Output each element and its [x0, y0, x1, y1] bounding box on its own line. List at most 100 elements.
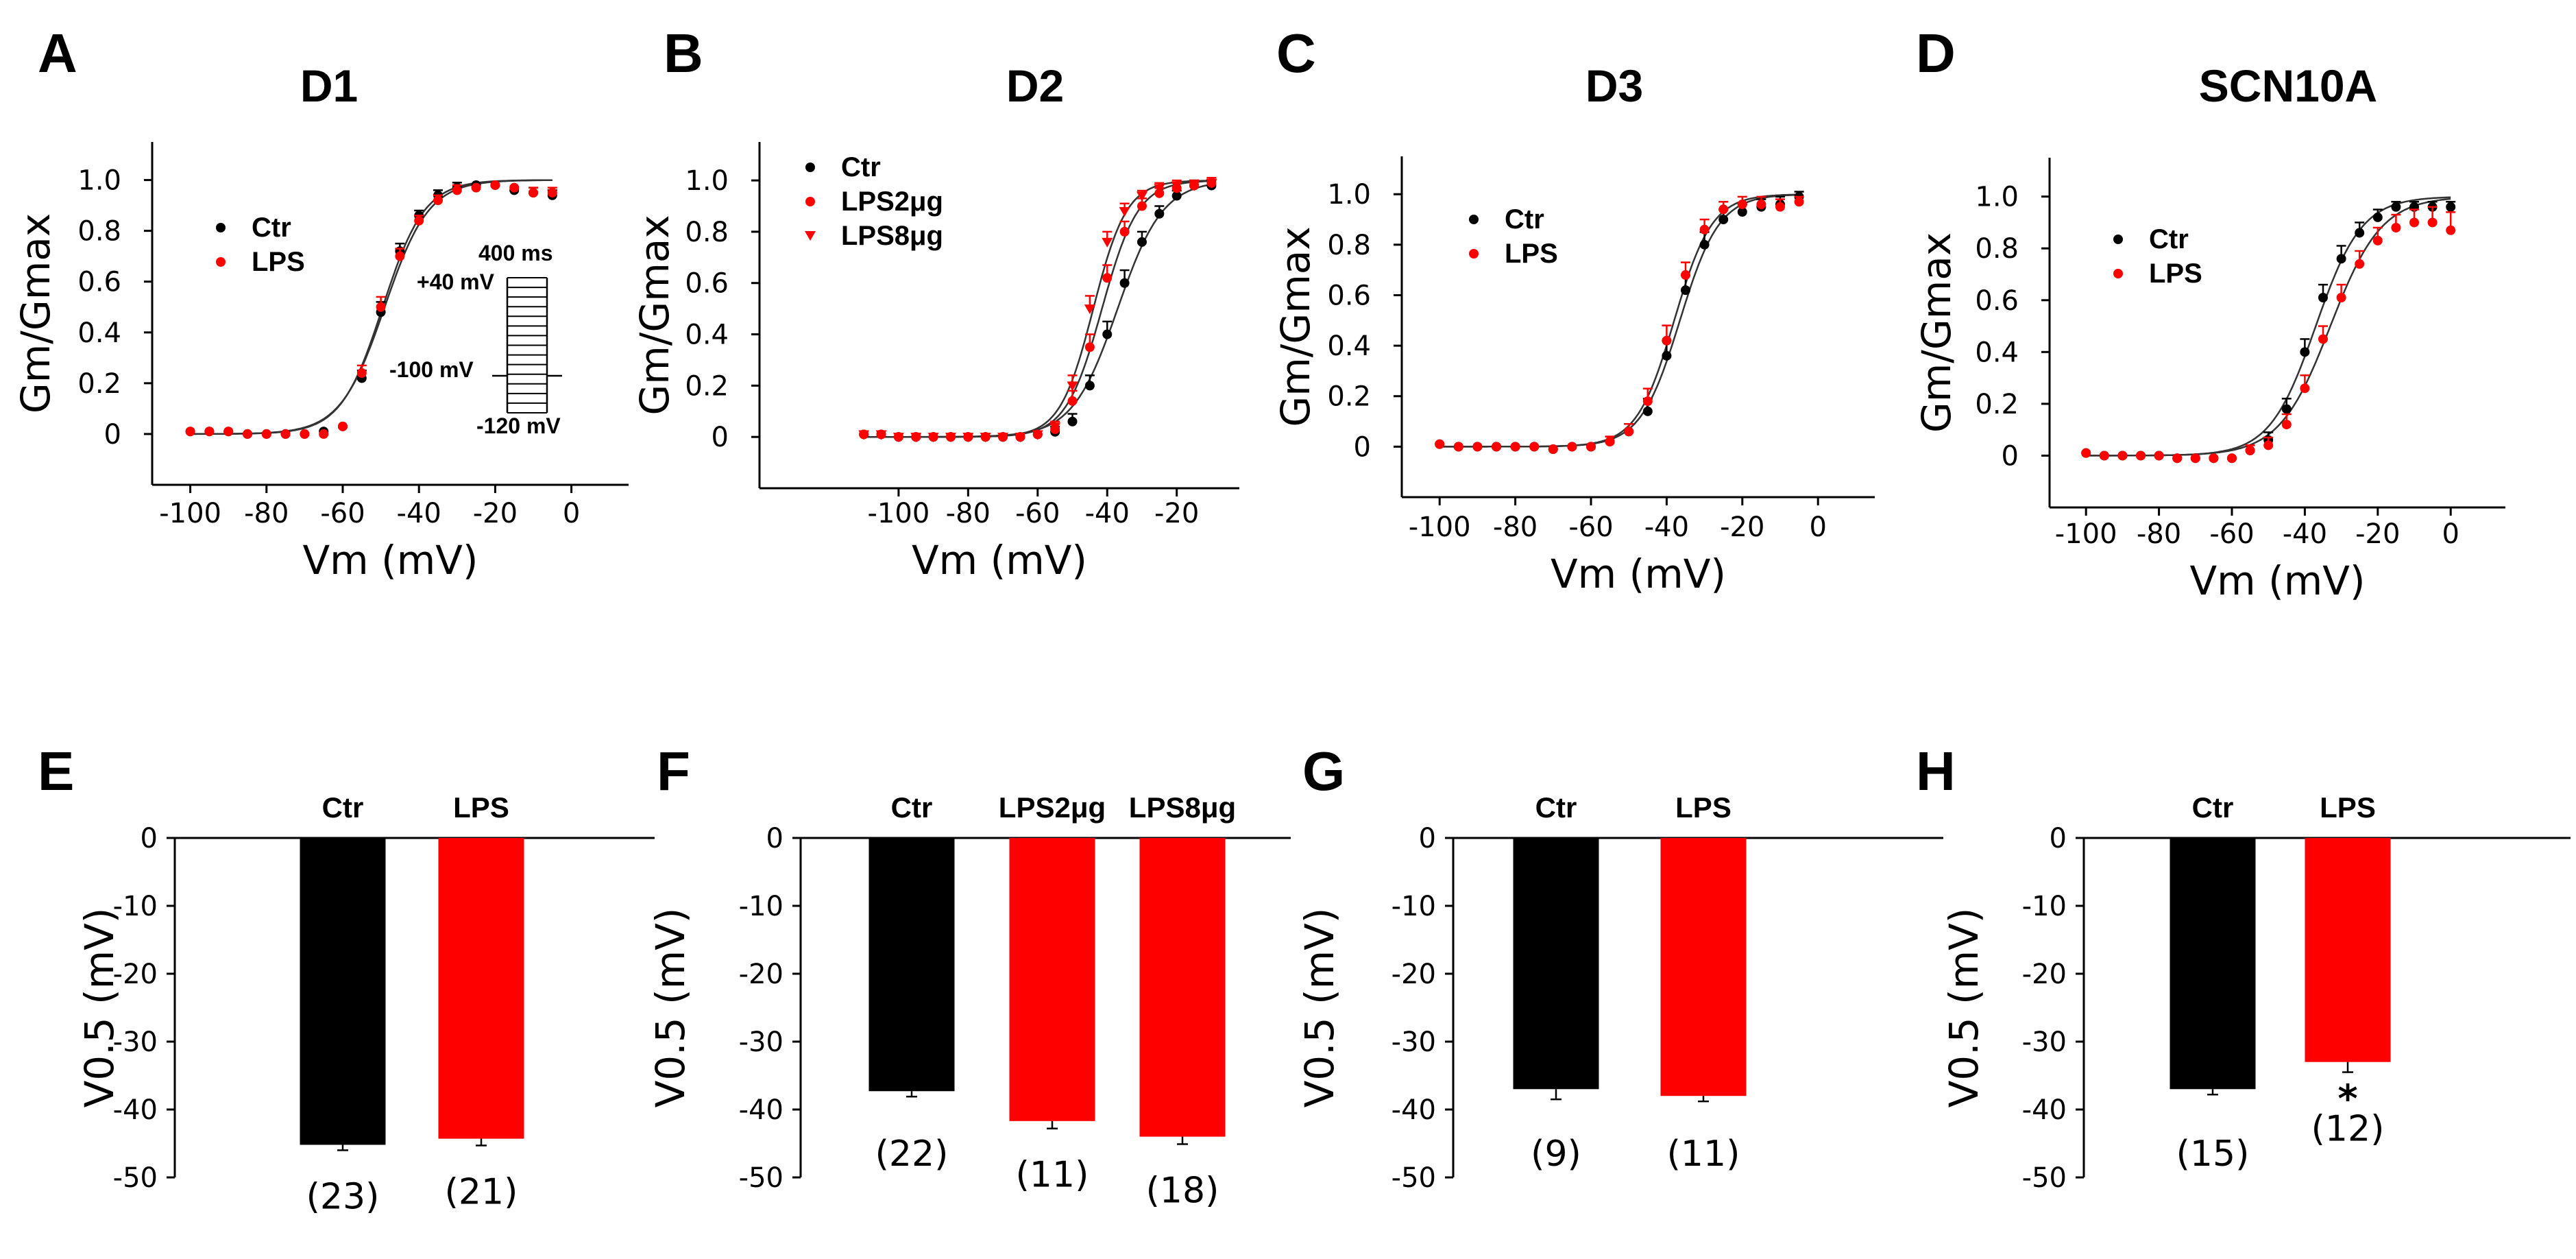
y-tick-label: 0.6 [1327, 280, 1371, 311]
data-point [433, 195, 443, 206]
y-tick-label: 0.6 [1975, 285, 2019, 317]
data-point [1189, 181, 1200, 191]
data-point [1642, 396, 1653, 407]
y-axis-label: V0.5 (mV) [647, 908, 694, 1108]
inset-holding: -100 mV [389, 357, 474, 382]
n-label: (11) [1667, 1134, 1740, 1175]
data-point [509, 182, 520, 193]
data-point [1586, 442, 1596, 452]
x-tick-label: -60 [1015, 498, 1060, 529]
y-tick-label: 0.4 [1975, 337, 2019, 368]
panel-E: E 0 -10 -20 -30 -40 -50 V0.5 (mV) Ctr (23) LPS (21) [38, 741, 655, 1217]
n-label: (9) [1531, 1134, 1581, 1175]
category-label: Ctr [322, 791, 364, 824]
data-point [2355, 228, 2365, 238]
y-tick-label: -30 [2022, 1027, 2067, 1058]
y-tick-label: 0 [141, 823, 158, 854]
y-tick-label: 0 [766, 823, 783, 854]
category-label: LPS [1675, 791, 1731, 824]
category-label: Ctr [891, 791, 933, 824]
data-point [1206, 178, 1217, 189]
legend-marker [216, 257, 226, 267]
data-point [1084, 304, 1095, 315]
panel-title: D3 [1585, 60, 1643, 111]
legend-label: LPS [252, 247, 305, 277]
data-point [2099, 451, 2109, 461]
data-point [2336, 293, 2346, 302]
y-tick-label: 0 [712, 422, 729, 453]
y-axis-label: V0.5 (mV) [1296, 908, 1343, 1108]
data-point [2391, 202, 2401, 212]
bar [438, 838, 524, 1139]
data-point [2300, 347, 2310, 357]
x-tick-label: -40 [2283, 518, 2327, 550]
data-point [280, 429, 291, 439]
y-tick-label: 1.0 [77, 165, 121, 197]
y-tick-label: -10 [2022, 891, 2067, 922]
y-axis-label: V0.5 (mV) [1941, 908, 1987, 1108]
y-tick-label: 0 [1419, 823, 1436, 854]
x-axis-label: Vm (mV) [2189, 557, 2365, 604]
inset-step-max: +40 mV [417, 269, 495, 294]
category-label: LPS8μg [1129, 791, 1236, 824]
legend-marker [2113, 235, 2123, 244]
y-axis-label: Gm/Gmax [1272, 226, 1319, 427]
panel-B: B D2 0 0.2 0.4 0.6 0.8 1.0 -100 -80 -60 -40 -20 Vm (m… [631, 23, 1239, 584]
y-tick-label: 0.8 [1975, 233, 2019, 265]
panel-C: C D3 0 0.2 0.4 0.6 0.8 1.0 -100 -80 -60 -40 -20 0 Vm (… [1272, 23, 1875, 597]
data-point [2154, 451, 2164, 461]
legend-marker [805, 197, 815, 206]
bar [1513, 838, 1599, 1090]
panel-letter: C [1276, 23, 1316, 84]
x-tick-label: 0 [2442, 518, 2459, 550]
n-label: (11) [1016, 1155, 1089, 1196]
y-tick-label: -10 [1392, 891, 1436, 922]
data-point [185, 427, 195, 437]
y-tick-label: 0 [1354, 431, 1371, 463]
y-tick-label: -50 [1392, 1162, 1436, 1194]
data-point [2190, 453, 2200, 464]
data-point [2372, 212, 2383, 222]
legend-label: LPS2μg [841, 187, 943, 217]
data-point [1171, 181, 1182, 191]
n-label: (12) [2311, 1109, 2385, 1150]
panel-title: SCN10A [2199, 60, 2377, 111]
y-tick-label: -40 [113, 1094, 158, 1126]
data-point [2136, 451, 2146, 461]
data-point [2427, 217, 2438, 228]
data-point [2355, 259, 2365, 269]
y-tick-label: 0.2 [77, 368, 121, 400]
bar [1660, 838, 1747, 1096]
bar [2305, 838, 2391, 1062]
data-point [1624, 427, 1634, 437]
panel-H: H 0 -10 -20 -30 -40 -50 V0.5 (mV) Ctr (15) LPS *(12… [1916, 741, 2571, 1194]
data-point [1529, 442, 1540, 452]
data-point [452, 185, 462, 195]
y-tick-label: 0.8 [685, 217, 729, 248]
y-tick-label: -50 [2022, 1162, 2067, 1194]
fit-curve [2086, 197, 2451, 457]
data-point [2172, 453, 2183, 464]
x-tick-label: -60 [1568, 512, 1613, 543]
data-point [1718, 204, 1729, 215]
data-point [1492, 442, 1501, 452]
panel-G: G 0 -10 -20 -30 -40 -50 V0.5 (mV) Ctr (9) LPS (11) [1296, 741, 1943, 1194]
data-point [858, 430, 870, 440]
data-point [471, 182, 481, 193]
data-point [1136, 191, 1147, 202]
y-tick-label: 0.8 [77, 216, 121, 248]
fit-curve [864, 180, 1212, 438]
data-point [1435, 439, 1445, 449]
legend-marker [805, 163, 815, 172]
fit-curve [864, 180, 1212, 438]
data-point [1605, 437, 1615, 447]
n-label: (22) [875, 1134, 949, 1175]
x-axis-label: Vm (mV) [1551, 551, 1726, 597]
data-point [2446, 225, 2456, 235]
data-point [2391, 223, 2401, 232]
data-point [1102, 273, 1113, 283]
data-point [1756, 199, 1766, 209]
legend-label: LPS8μg [841, 221, 943, 251]
category-label: Ctr [2192, 791, 2234, 824]
bar [1009, 838, 1095, 1121]
